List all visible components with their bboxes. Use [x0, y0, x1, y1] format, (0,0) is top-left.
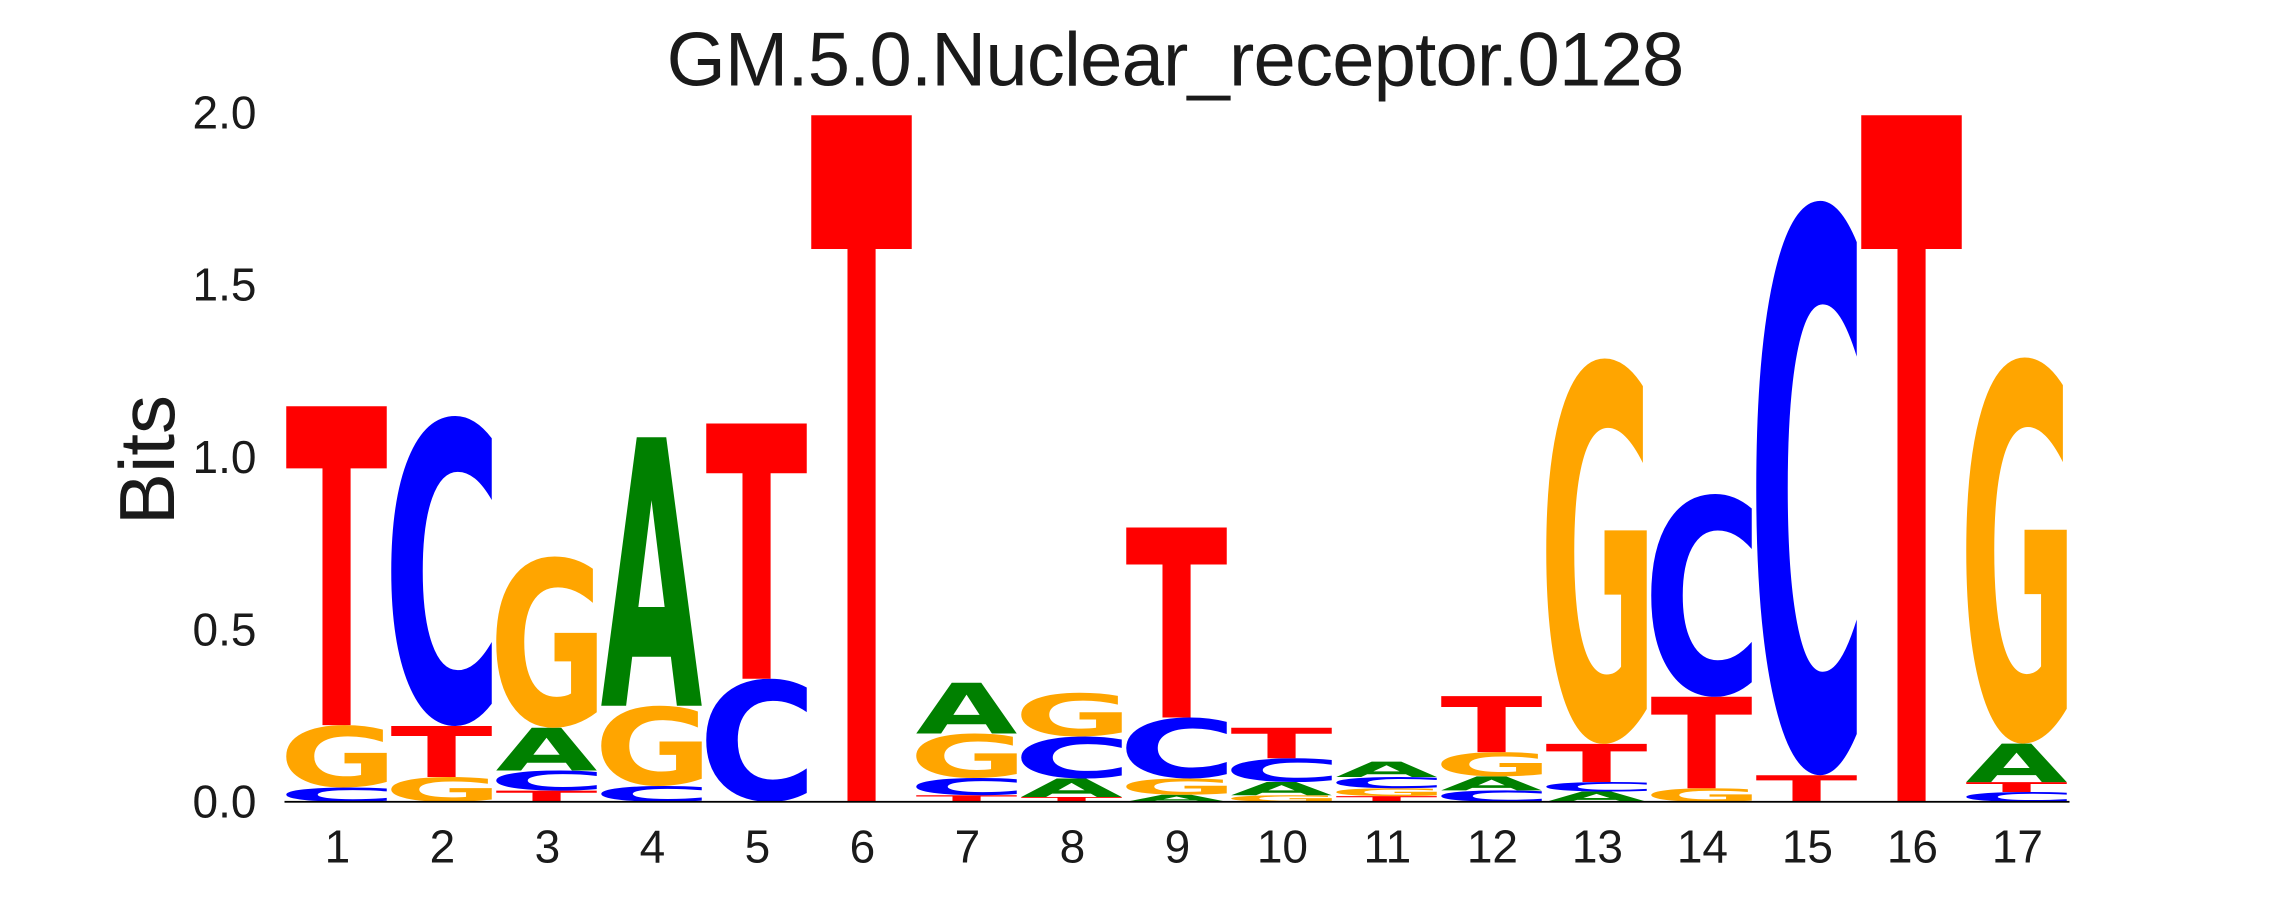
svg-text:1: 1	[325, 820, 351, 872]
svg-text:17: 17	[1992, 820, 2043, 872]
svg-text:1.0: 1.0	[193, 431, 257, 483]
svg-text:0.0: 0.0	[193, 776, 257, 828]
svg-text:8: 8	[1060, 820, 1086, 872]
svg-text:GM.5.0.Nuclear_receptor.0128: GM.5.0.Nuclear_receptor.0128	[667, 18, 1684, 103]
svg-text:11: 11	[1364, 820, 1412, 872]
svg-text:2: 2	[430, 820, 456, 872]
svg-text:10: 10	[1257, 820, 1308, 872]
svg-text:13: 13	[1572, 820, 1623, 872]
svg-text:5: 5	[745, 820, 771, 872]
svg-text:7: 7	[955, 820, 981, 872]
svg-text:16: 16	[1887, 820, 1938, 872]
svg-text:14: 14	[1677, 820, 1728, 872]
svg-text:4: 4	[640, 820, 666, 872]
svg-text:15: 15	[1782, 820, 1833, 872]
svg-text:0.5: 0.5	[193, 603, 257, 655]
svg-text:2.0: 2.0	[193, 86, 257, 138]
svg-text:6: 6	[850, 820, 876, 872]
svg-text:Bits: Bits	[103, 395, 191, 525]
svg-text:1.5: 1.5	[193, 259, 257, 311]
svg-text:12: 12	[1467, 820, 1518, 872]
svg-text:3: 3	[535, 820, 561, 872]
svg-text:9: 9	[1165, 820, 1191, 872]
